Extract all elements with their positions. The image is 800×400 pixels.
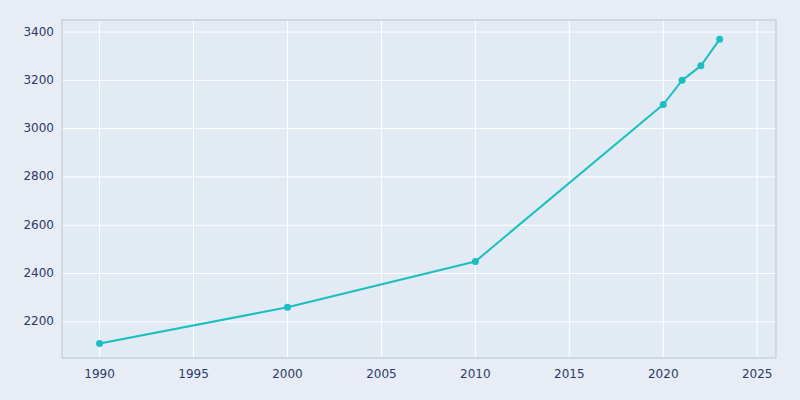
y-tick-label: 2800 <box>23 169 54 183</box>
x-tick-label: 2010 <box>460 367 491 381</box>
x-tick-label: 2015 <box>554 367 585 381</box>
x-grid-line <box>99 20 100 358</box>
point <box>716 36 723 43</box>
y-tick-label: 3400 <box>23 25 54 39</box>
grid <box>62 20 776 358</box>
y-tick-label: 2400 <box>23 266 54 280</box>
y-grid-line <box>62 128 776 129</box>
y-tick-label: 3200 <box>23 73 54 87</box>
point <box>679 77 686 84</box>
y-grid-line <box>62 32 776 33</box>
point <box>472 258 479 265</box>
point <box>660 101 667 108</box>
x-tick-label: 2020 <box>648 367 679 381</box>
line <box>100 39 720 343</box>
series <box>96 36 723 347</box>
chart-svg: 1990 1995 2000 2005 2010 2015 2020 2025 2200 2400… <box>0 0 800 400</box>
x-grid-line <box>381 20 382 358</box>
x-grid-line <box>757 20 758 358</box>
y-tick-label: 2200 <box>23 314 54 328</box>
y-tick-label: 3000 <box>23 121 54 135</box>
point <box>96 340 103 347</box>
x-tick-label: 1990 <box>84 367 115 381</box>
plot-frame <box>62 20 776 358</box>
y-tick-label: 2600 <box>23 218 54 232</box>
x-tick-label: 1995 <box>178 367 209 381</box>
y-grid-line <box>62 321 776 322</box>
x-tick-label: 2005 <box>366 367 397 381</box>
axes: 1990 1995 2000 2005 2010 2015 2020 2025 2200 2400… <box>23 25 772 381</box>
point <box>697 62 704 69</box>
plot-background <box>62 20 776 358</box>
x-grid-line <box>569 20 570 358</box>
y-grid-line <box>62 176 776 177</box>
chart-container: 1990 1995 2000 2005 2010 2015 2020 2025 2200 2400… <box>0 0 800 400</box>
x-grid-line <box>193 20 194 358</box>
y-grid-line <box>62 225 776 226</box>
y-grid-line <box>62 273 776 274</box>
point <box>284 304 291 311</box>
x-tick-label: 2000 <box>272 367 303 381</box>
x-grid-line <box>663 20 664 358</box>
x-grid-line <box>475 20 476 358</box>
y-grid-line <box>62 80 776 81</box>
x-tick-label: 2025 <box>742 367 773 381</box>
